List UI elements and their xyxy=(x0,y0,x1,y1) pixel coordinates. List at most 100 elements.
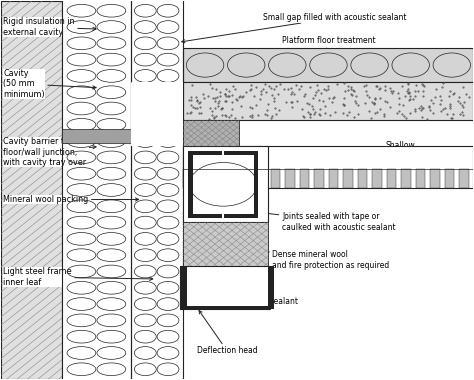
Point xyxy=(205,116,212,122)
Point xyxy=(465,94,473,100)
Point xyxy=(375,86,383,92)
Point xyxy=(437,108,445,114)
Point xyxy=(411,108,419,114)
Point xyxy=(350,89,358,95)
Point xyxy=(206,105,213,111)
Point xyxy=(287,91,295,97)
Point xyxy=(262,81,269,87)
Point xyxy=(287,99,295,105)
Point xyxy=(270,98,277,104)
Point xyxy=(419,105,427,111)
Point xyxy=(423,116,430,122)
Point xyxy=(294,98,301,104)
Point xyxy=(325,86,332,92)
Point xyxy=(354,102,361,108)
Text: Dense mineral wool
and fire protection as required: Dense mineral wool and fire protection a… xyxy=(219,244,390,270)
Point xyxy=(216,89,224,95)
Bar xyxy=(180,266,187,309)
Point xyxy=(447,101,454,107)
Point xyxy=(221,98,228,104)
Bar xyxy=(416,169,425,188)
Point xyxy=(298,106,306,112)
Point xyxy=(225,93,232,99)
Point xyxy=(446,103,454,109)
Point xyxy=(225,114,232,120)
Point xyxy=(222,93,229,99)
Point xyxy=(371,100,378,106)
Point xyxy=(449,111,457,117)
Point xyxy=(361,83,368,89)
Point xyxy=(193,97,201,103)
Point xyxy=(295,86,302,92)
Point xyxy=(195,109,202,116)
Point xyxy=(445,93,453,99)
Point xyxy=(246,87,254,93)
Point xyxy=(272,105,279,111)
Point xyxy=(317,106,324,112)
Point xyxy=(310,106,317,112)
Point xyxy=(362,100,369,106)
Point xyxy=(373,82,381,89)
Point xyxy=(459,104,467,110)
Point xyxy=(382,87,389,93)
Point xyxy=(320,86,328,92)
Point xyxy=(223,113,230,119)
Point xyxy=(412,82,420,89)
Point xyxy=(438,84,446,90)
Point xyxy=(402,114,410,120)
Point xyxy=(459,84,467,90)
Point xyxy=(249,112,256,118)
Text: Joints sealed with tape or
caulked with acoustic sealant: Joints sealed with tape or caulked with … xyxy=(219,206,395,232)
Point xyxy=(262,111,269,117)
Point xyxy=(228,106,236,112)
Text: Rigid insulation in
external cavity: Rigid insulation in external cavity xyxy=(3,17,96,37)
Point xyxy=(221,90,228,97)
Bar xyxy=(224,151,258,155)
Point xyxy=(250,93,257,99)
Bar xyxy=(242,169,251,188)
Point xyxy=(340,80,347,86)
Text: Platform floor treatment: Platform floor treatment xyxy=(282,36,375,59)
Point xyxy=(288,104,295,110)
Point xyxy=(399,102,407,108)
Point xyxy=(208,85,215,91)
Text: Cavity
(50 mm
minimum): Cavity (50 mm minimum) xyxy=(3,69,96,99)
Point xyxy=(216,98,223,104)
Point xyxy=(268,92,275,98)
Point xyxy=(449,91,457,97)
Bar xyxy=(430,169,440,188)
Point xyxy=(300,93,308,100)
Point xyxy=(185,97,192,103)
Point xyxy=(365,108,373,114)
Point xyxy=(272,111,279,117)
Point xyxy=(420,83,428,89)
Point xyxy=(345,109,352,115)
Point xyxy=(233,97,240,103)
Point xyxy=(214,95,221,101)
Point xyxy=(429,100,437,106)
Point xyxy=(263,111,271,117)
Point xyxy=(426,103,433,109)
Point xyxy=(305,109,312,115)
Point xyxy=(312,89,320,95)
Point xyxy=(352,93,359,99)
Point xyxy=(321,110,329,116)
Point xyxy=(353,100,360,106)
Bar xyxy=(459,169,469,188)
Point xyxy=(215,100,222,106)
Point xyxy=(267,85,274,91)
Point xyxy=(417,107,425,113)
Point xyxy=(249,114,256,120)
Point xyxy=(432,93,439,100)
Point xyxy=(341,88,349,94)
Bar xyxy=(300,169,309,188)
Bar xyxy=(198,169,207,188)
Point xyxy=(367,114,375,120)
Point xyxy=(210,115,218,121)
Point xyxy=(193,98,201,104)
Point xyxy=(311,92,319,98)
Point xyxy=(264,101,272,108)
Point xyxy=(308,103,316,109)
Point xyxy=(400,112,408,119)
Point xyxy=(398,111,406,117)
